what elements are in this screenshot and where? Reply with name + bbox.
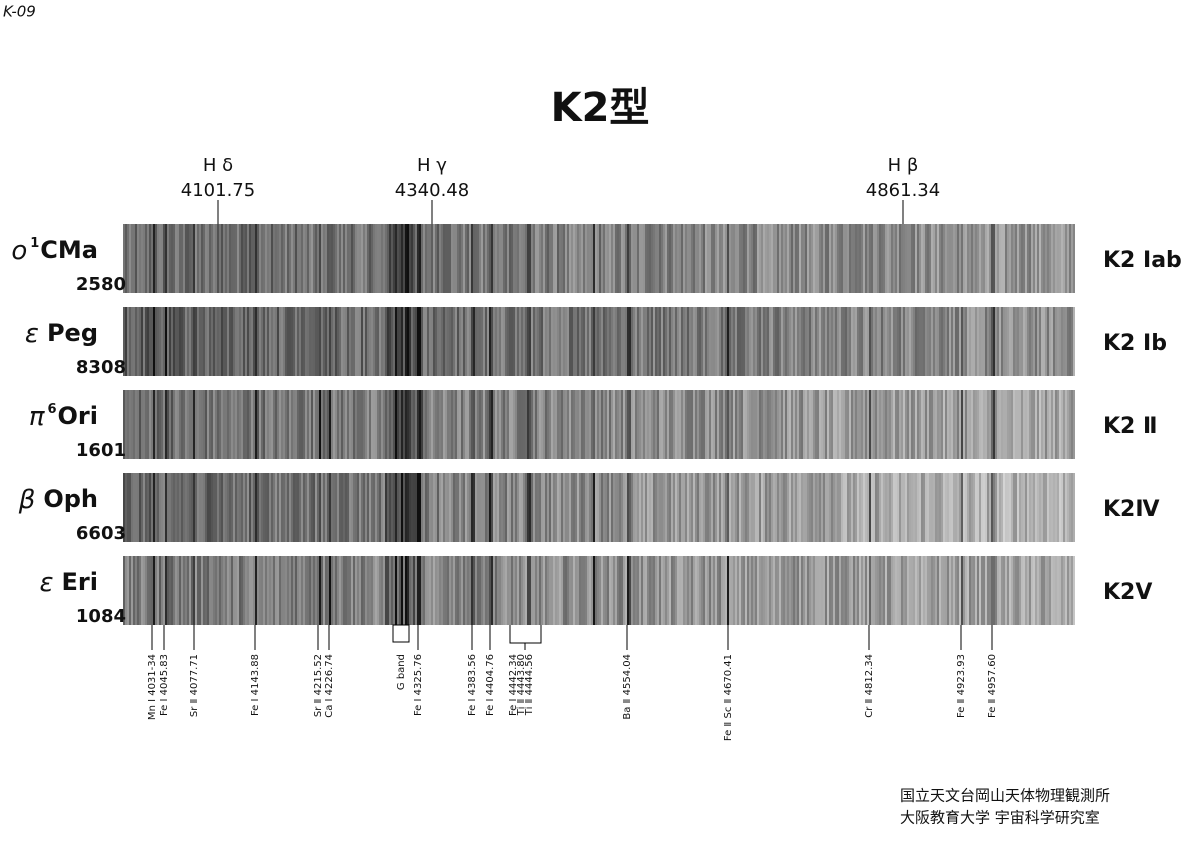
line-label: G band bbox=[396, 654, 407, 690]
line-label: Ba Ⅱ 4554.04 bbox=[622, 654, 633, 720]
credit: 国立天文台岡山天体物理観測所 bbox=[900, 787, 1110, 805]
line-label: Sr Ⅱ 4077.71 bbox=[189, 654, 200, 717]
blend-bracket bbox=[509, 625, 542, 650]
spectrum bbox=[123, 390, 1075, 459]
spectral-class: K2 Ⅱ bbox=[1103, 414, 1158, 439]
line-label: Cr Ⅱ 4812.34 bbox=[864, 654, 875, 718]
star-name: ο 1CMa bbox=[11, 236, 98, 266]
line-label: Fe Ⅰ 4404.76 bbox=[485, 654, 496, 716]
spectral-class: K2Ⅳ bbox=[1103, 497, 1160, 522]
page-code: K-09 bbox=[3, 3, 36, 21]
line-label: Fe Ⅰ 4383.56 bbox=[467, 654, 478, 716]
line-label: Fe Ⅱ 4957.60 bbox=[987, 654, 998, 718]
spectrum bbox=[123, 307, 1075, 376]
spectrum bbox=[123, 473, 1075, 542]
g-band-bracket bbox=[392, 624, 410, 643]
marker-name: H γ bbox=[417, 155, 447, 176]
star-greek: β bbox=[18, 485, 36, 515]
star-name: ε Peg bbox=[25, 319, 98, 349]
marker-wavelength: 4861.34 bbox=[866, 180, 940, 201]
line-label: Fe Ⅰ 4045.83 bbox=[159, 654, 170, 716]
line-label: Sr Ⅱ 4215.52 bbox=[313, 654, 324, 717]
marker-name: H δ bbox=[203, 155, 233, 176]
star-superscript: 1 bbox=[30, 236, 39, 251]
spectral-class: K2 Ⅰab bbox=[1103, 248, 1182, 273]
star-superscript: 6 bbox=[47, 402, 56, 417]
star-constellation: Ori bbox=[58, 402, 98, 430]
star-hd: 8308 bbox=[76, 357, 126, 378]
marker-name: H β bbox=[888, 155, 919, 176]
star-constellation: Eri bbox=[62, 568, 98, 596]
star-hd: 1084 bbox=[76, 606, 126, 627]
line-label: Fe Ⅰ 4325.76 bbox=[413, 654, 424, 716]
line-label: Ti Ⅱ 4444.56 bbox=[524, 654, 535, 716]
credit: 大阪教育大学 宇宙科学研究室 bbox=[900, 809, 1100, 827]
star-hd: 6603 bbox=[76, 523, 126, 544]
line-label: Ti Ⅱ 4443.80 bbox=[516, 654, 527, 716]
line-label: Ca Ⅰ 4226.74 bbox=[324, 654, 335, 718]
line-label: Fe Ⅰ 4143.88 bbox=[250, 654, 261, 716]
line-label: Mn Ⅰ 4031-34 bbox=[147, 654, 158, 720]
marker-wavelength: 4101.75 bbox=[181, 180, 255, 201]
star-name: π 6Ori bbox=[29, 402, 98, 432]
line-label: Fe Ⅰ 4442.34 bbox=[508, 654, 519, 716]
star-constellation: CMa bbox=[40, 236, 98, 264]
star-hd: 2580 bbox=[76, 274, 126, 295]
line-label: Fe Ⅱ Sc Ⅱ 4670.41 bbox=[723, 654, 734, 741]
star-greek: ε bbox=[25, 319, 39, 349]
star-constellation: Peg bbox=[47, 319, 98, 347]
star-name: β Oph bbox=[18, 485, 98, 515]
star-greek: ο bbox=[11, 236, 27, 266]
star-greek: ε bbox=[39, 568, 53, 598]
marker-wavelength: 4340.48 bbox=[395, 180, 469, 201]
star-constellation: Oph bbox=[43, 485, 98, 513]
line-label: Fe Ⅱ 4923.93 bbox=[956, 654, 967, 718]
star-greek: π bbox=[29, 402, 45, 432]
title: K2型 bbox=[551, 85, 650, 131]
spectral-class: K2 Ⅰb bbox=[1103, 331, 1167, 356]
spectrum bbox=[123, 556, 1075, 625]
spectrum bbox=[123, 224, 1075, 293]
spectral-class: K2Ⅴ bbox=[1103, 580, 1152, 605]
star-hd: 1601 bbox=[76, 440, 126, 461]
star-name: ε Eri bbox=[39, 568, 98, 598]
